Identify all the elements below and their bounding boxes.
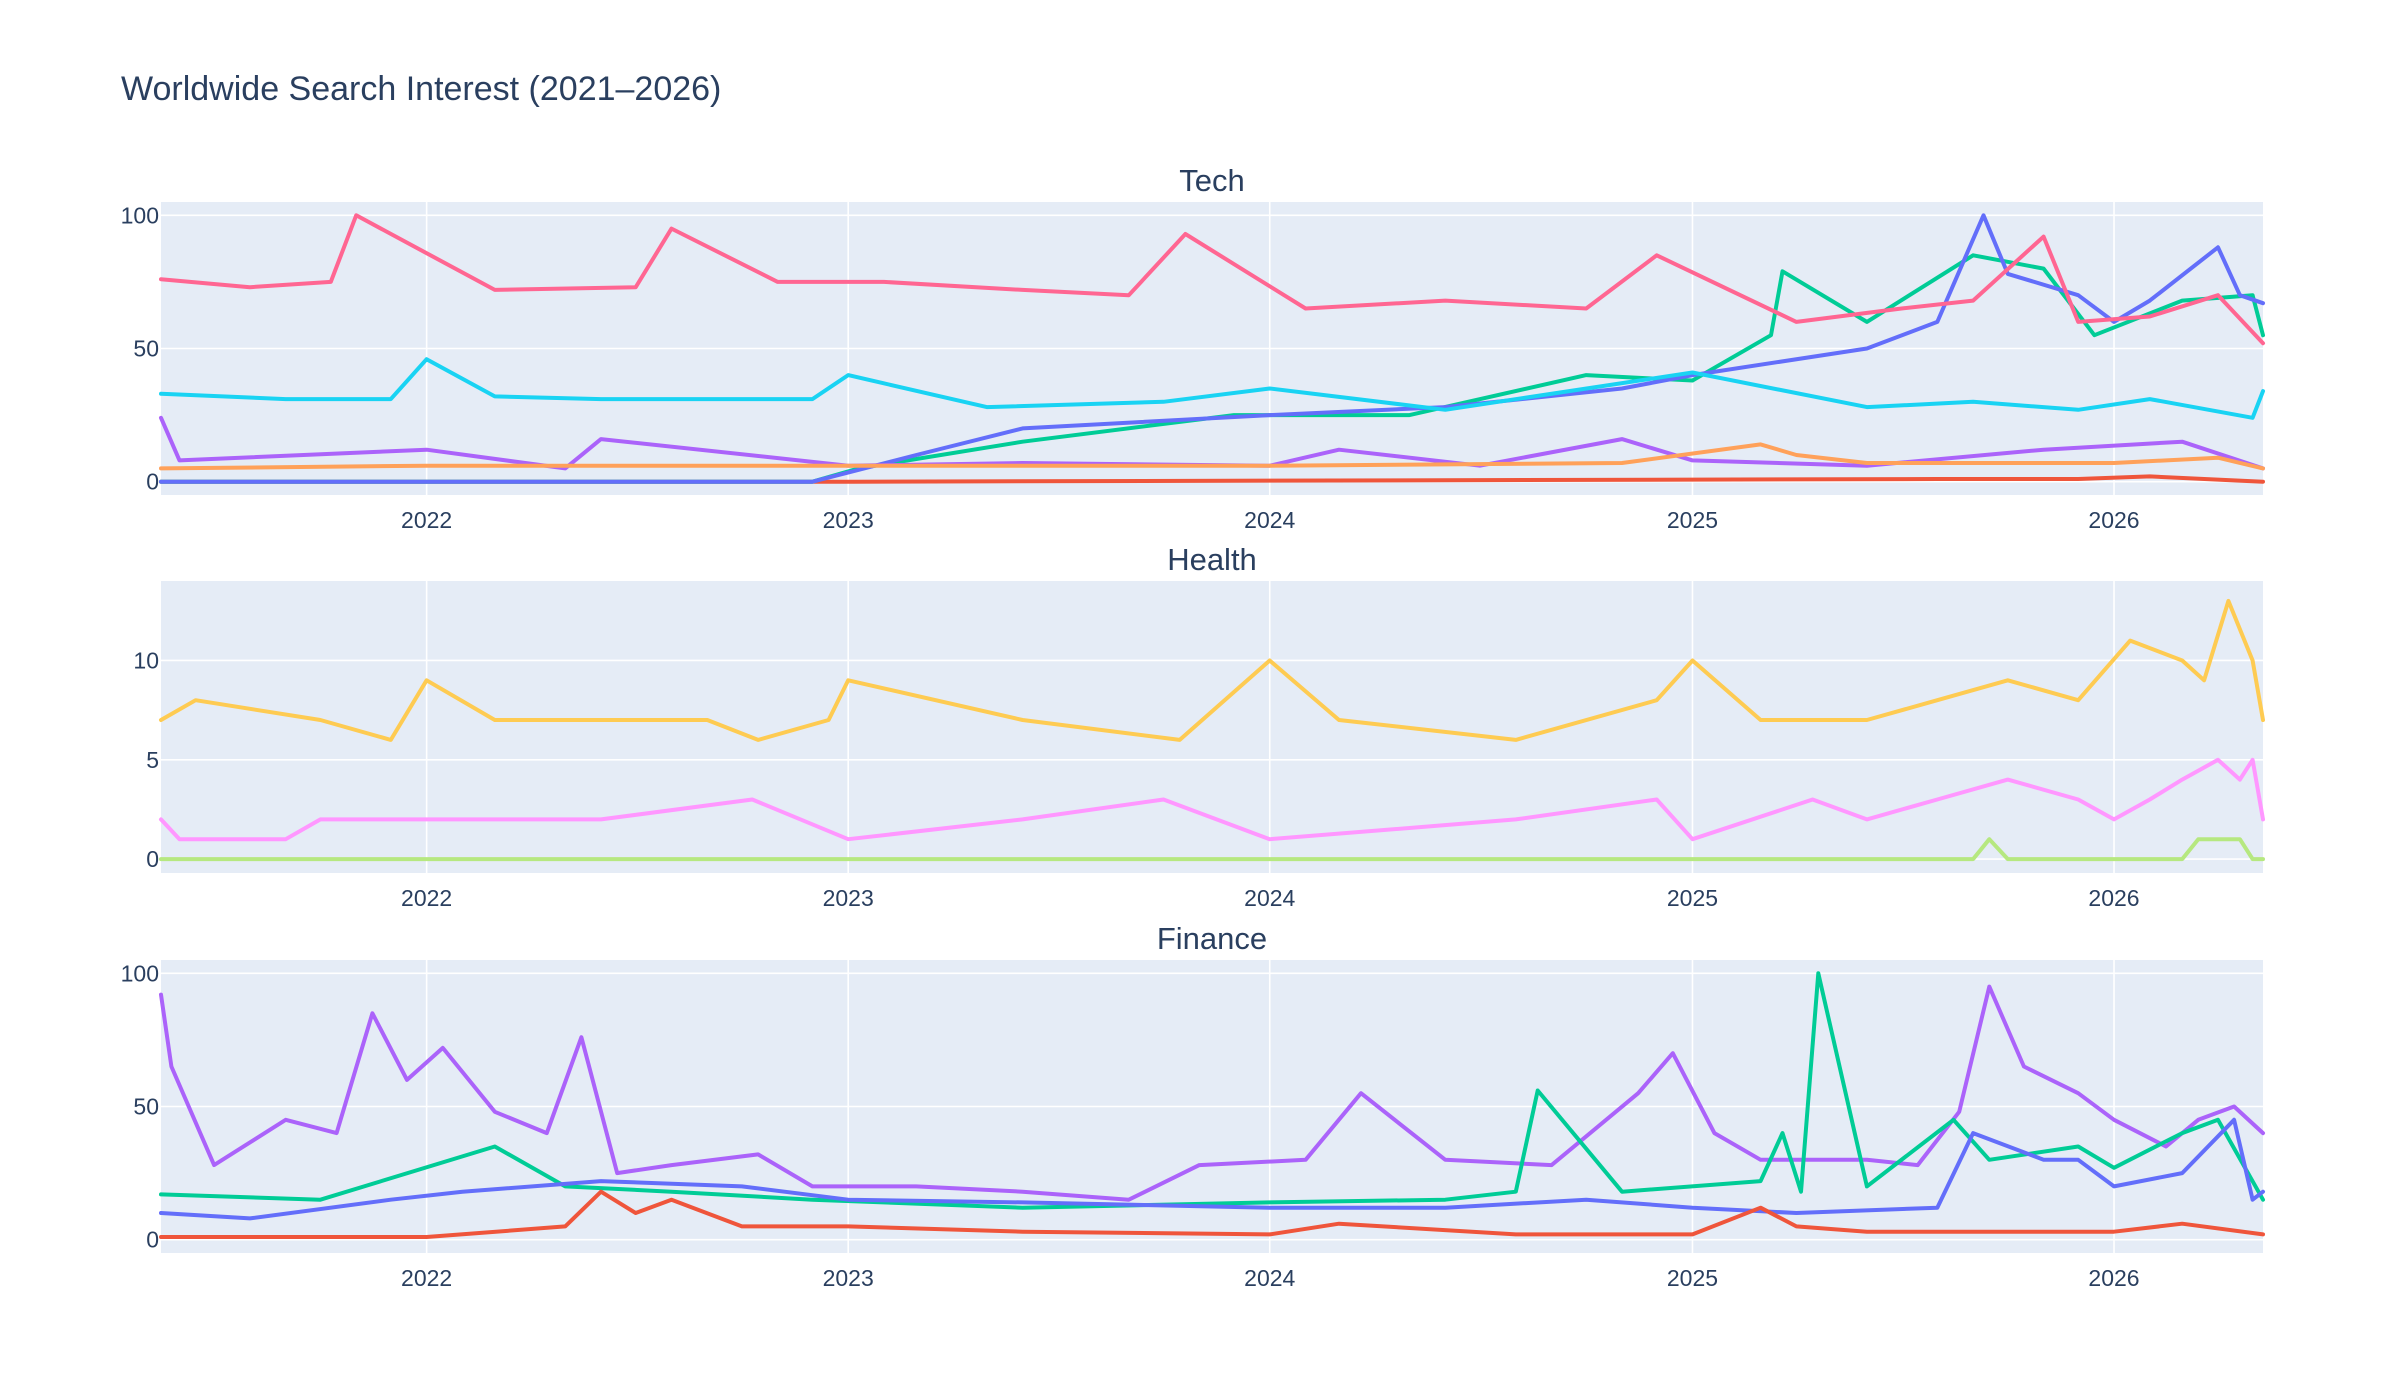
y-tick-label: 10	[133, 647, 159, 673]
x-tick-label: 2026	[2088, 507, 2139, 533]
x-tick-label: 2024	[1244, 885, 1295, 911]
x-tick-label: 2022	[401, 507, 452, 533]
x-tick-label: 2023	[823, 507, 874, 533]
panel-title: Finance	[1157, 921, 1267, 956]
series-line-tech-6	[159, 442, 2265, 471]
series-line-finance-1	[159, 971, 2265, 1210]
y-tick-label: 50	[133, 1094, 159, 1120]
x-tick-label: 2024	[1244, 507, 1295, 533]
x-tick-label: 2025	[1667, 885, 1718, 911]
y-tick-label: 5	[146, 747, 159, 773]
y-tick-label: 0	[146, 469, 159, 495]
panel-title: Tech	[1179, 163, 1244, 198]
x-tick-label: 2023	[823, 1265, 874, 1291]
series-line-health-2	[159, 598, 2265, 742]
y-tick-label: 50	[133, 336, 159, 362]
chart-title: Worldwide Search Interest (2021–2026)	[121, 70, 721, 108]
panel-health: 2022 2023 2024 2025 2026 0 5 10 Health	[133, 542, 2265, 911]
x-tick-label: 2024	[1244, 1265, 1295, 1291]
panel-tech: 2022 2023 2024 2025 2026 0 50 100 Tech	[121, 163, 2265, 533]
x-tick-label: 2025	[1667, 1265, 1718, 1291]
x-tick-label: 2023	[823, 885, 874, 911]
x-tick-label: 2025	[1667, 507, 1718, 533]
x-tick-label: 2022	[401, 1265, 452, 1291]
series-line-tech-2	[159, 213, 2265, 484]
series-line-tech-3	[159, 213, 2265, 346]
series-line-tech-1	[159, 253, 2265, 484]
series-line-health-1	[159, 757, 2265, 842]
y-tick-label: 100	[121, 960, 159, 986]
panel-background	[161, 581, 2263, 873]
series-line-tech-5	[159, 415, 2265, 471]
series-line-health-0	[159, 837, 2265, 862]
x-tick-label: 2026	[2088, 885, 2139, 911]
series-line-tech-4	[159, 357, 2265, 420]
series-line-finance-3	[159, 1189, 2265, 1239]
y-tick-label: 0	[146, 846, 159, 872]
series-line-finance-0	[159, 984, 2265, 1202]
y-tick-label: 0	[146, 1227, 159, 1253]
panel-title: Health	[1167, 542, 1257, 577]
x-tick-label: 2022	[401, 885, 452, 911]
series-line-finance-2	[159, 1117, 2265, 1221]
panel-finance: 2022 2023 2024 2025 2026 0 50 100 Finance	[121, 921, 2265, 1291]
x-tick-label: 2026	[2088, 1265, 2139, 1291]
series-line-tech-0	[159, 474, 2265, 484]
y-tick-label: 100	[121, 202, 159, 228]
